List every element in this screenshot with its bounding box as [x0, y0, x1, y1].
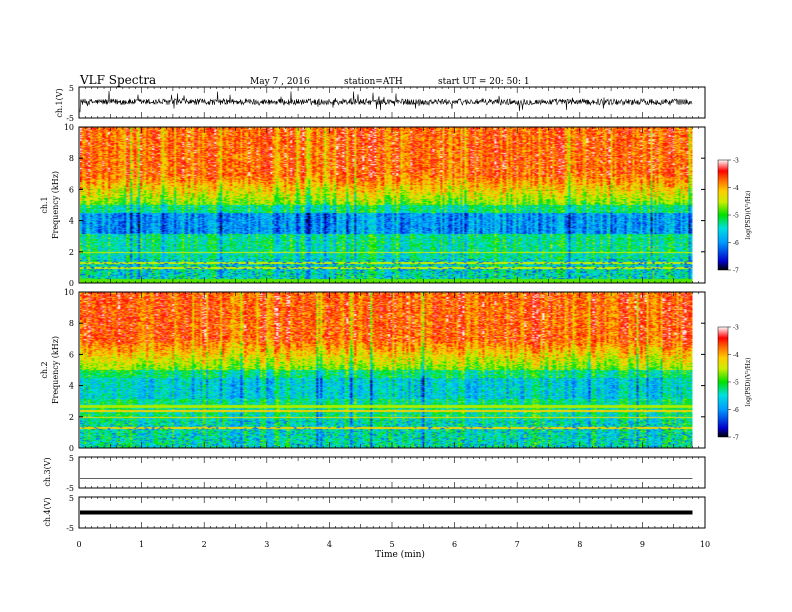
station-label: station=ATH: [344, 77, 403, 87]
colorbar-tick-label: -5: [733, 380, 739, 387]
ch2-colorbar: -3 -4 -5 -6 -7 log(PSD)(V²/Hz): [717, 325, 752, 442]
ch1-colorbar-ramp: [717, 159, 729, 271]
spectrogram-y-tick-label: 8: [69, 319, 74, 328]
date-label: May 7 , 2016: [250, 77, 310, 87]
ch2-spectrogram-ylabel: Frequency (kHz): [51, 336, 60, 404]
x-tick-label: 6: [452, 540, 457, 549]
ch2-spectrogram-image: [80, 292, 693, 448]
ch1-y-tick-top: 5: [69, 84, 74, 93]
x-tick-label: 7: [515, 540, 520, 549]
spectrogram-y-tick-label: 6: [69, 185, 74, 194]
ch1-spectrogram-image: [80, 127, 693, 283]
x-tick-label: 2: [202, 540, 207, 549]
x-tick-label: 0: [76, 540, 81, 549]
time-ticks: [78, 87, 706, 528]
spectrogram-y-tick-label: 0: [69, 279, 74, 288]
x-tick-label: 4: [327, 540, 332, 549]
x-tick-label: 1: [139, 540, 144, 549]
x-tick-label: 5: [389, 540, 394, 549]
ch2-spectrogram-channel: ch.2: [40, 361, 49, 378]
x-tick-label: 3: [264, 540, 269, 549]
x-tick-label: 9: [640, 540, 645, 549]
spectrogram-y-tick-label: 8: [69, 154, 74, 163]
ch1-colorbar: -3 -4 -5 -6 -7 log(PSD)(V²/Hz): [717, 158, 752, 275]
x-axis-tick-labels: 0 1 2 3 4 5 6 7 8 9 10: [76, 540, 710, 549]
colorbar-tick-label: -7: [733, 435, 739, 442]
colorbar-tick-label: -5: [733, 213, 739, 220]
ch1-y-tick-bottom: -5: [66, 114, 74, 123]
start-time-label: start UT = 20: 50: 1: [438, 77, 530, 87]
colorbar-tick-label: -6: [733, 407, 739, 414]
spectrogram-y-tick-label: 4: [69, 217, 74, 226]
ch1-colorbar-label: log(PSD)(V²/Hz): [745, 191, 752, 240]
x-axis-label: Time (min): [375, 549, 425, 560]
ch4-waveform-ylabel: ch.4(V): [43, 497, 52, 526]
ch4-waveform-panel: 5 -5 ch.4(V): [43, 494, 706, 533]
ch2-colorbar-ramp: [717, 326, 729, 438]
ch3-y-tick-top: 5: [69, 454, 74, 463]
colorbar-tick-label: -7: [733, 268, 739, 275]
spectrogram-y-tick-label: 4: [69, 382, 74, 391]
colorbar-tick-label: -6: [733, 240, 739, 247]
ch1-waveform-panel: 5 -5 ch.1(V): [55, 84, 706, 123]
colorbar-tick-label: -4: [733, 185, 739, 192]
x-tick-label: 8: [577, 540, 582, 549]
colorbar-tick-label: -3: [733, 158, 739, 165]
ch1-waveform-trace: [79, 91, 693, 113]
colorbar-tick-label: -3: [733, 325, 739, 332]
ch2-spectrogram-panel: 0 2 4 6 8 10 ch.2 Frequency (kHz): [40, 288, 706, 453]
spectrogram-y-tick-label: 2: [69, 248, 74, 257]
ch3-waveform-panel: 5 -5 ch.3(V): [43, 454, 706, 493]
ch1-spectrogram-ylabel: Frequency (kHz): [51, 171, 60, 239]
ch2-colorbar-label: log(PSD)(V²/Hz): [745, 358, 752, 407]
spectrogram-y-tick-label: 2: [69, 413, 74, 422]
x-tick-label: 10: [700, 540, 710, 549]
spectrogram-y-tick-label: 6: [69, 350, 74, 359]
ch1-spectrogram-channel: ch.1: [40, 196, 49, 213]
ch4-y-tick-bottom: -5: [66, 524, 74, 533]
figure-title: VLF Spectra: [79, 73, 156, 87]
ch3-y-tick-bottom: -5: [66, 484, 74, 493]
ch4-y-tick-top: 5: [69, 494, 74, 503]
ch1-waveform-ylabel: ch.1(V): [55, 88, 64, 117]
ch3-waveform-ylabel: ch.3(V): [43, 457, 52, 486]
spectrogram-y-tick-label: 10: [64, 123, 74, 132]
spectrogram-y-tick-label: 10: [64, 288, 74, 297]
spectrogram-y-tick-label: 0: [69, 444, 74, 453]
ch1-spectrogram-panel: 0 2 4 6 8 10 ch.1 Frequency (kHz): [40, 123, 706, 288]
colorbar-tick-label: -4: [733, 352, 739, 359]
